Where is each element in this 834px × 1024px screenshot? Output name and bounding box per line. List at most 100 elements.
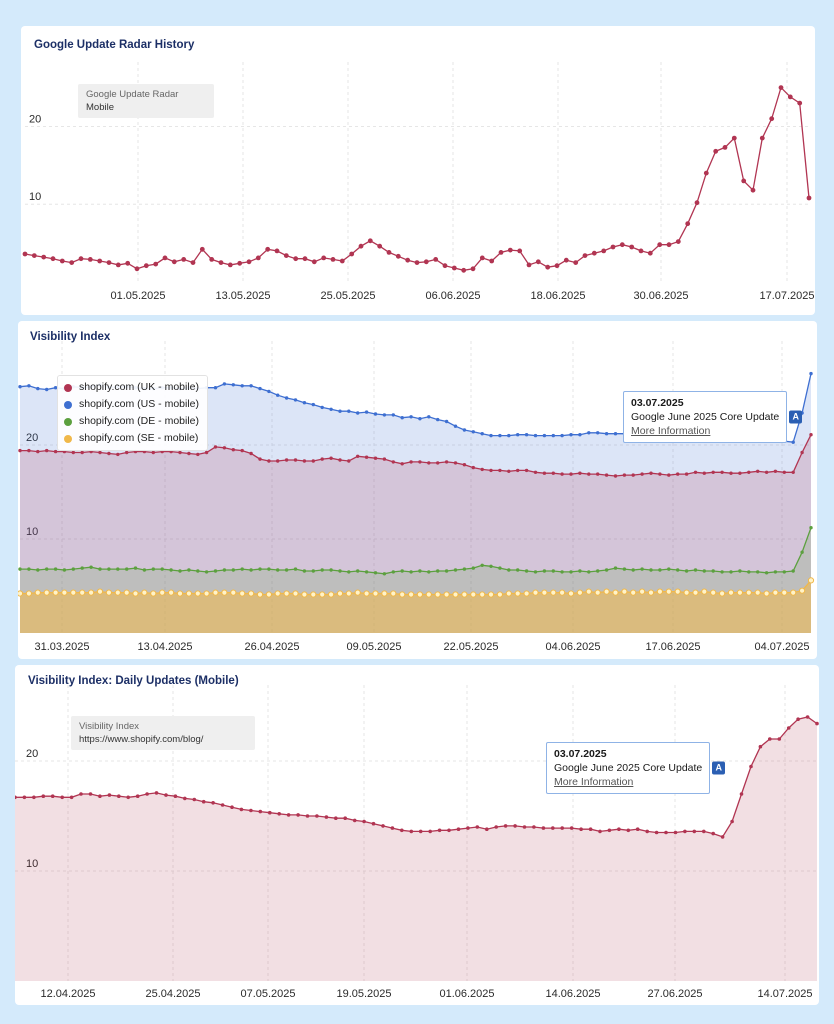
data-point[interactable]	[436, 569, 440, 573]
data-point[interactable]	[134, 266, 140, 272]
data-point[interactable]	[36, 386, 40, 391]
data-point[interactable]	[738, 569, 742, 573]
data-point[interactable]	[27, 567, 31, 571]
data-point[interactable]	[535, 259, 541, 265]
data-point[interactable]	[87, 257, 93, 262]
data-point[interactable]	[69, 260, 75, 265]
data-point[interactable]	[192, 797, 197, 802]
data-point[interactable]	[203, 590, 210, 597]
data-point[interactable]	[782, 570, 786, 574]
data-point[interactable]	[53, 567, 58, 571]
data-point[interactable]	[563, 257, 569, 263]
data-point[interactable]	[400, 462, 404, 466]
data-point[interactable]	[480, 563, 484, 567]
daily-updates-chart[interactable]: 10 20 12.04.2025 25.04.2025 07.05.2025 19.05.…	[15, 665, 819, 1005]
data-point[interactable]	[456, 827, 461, 831]
data-point[interactable]	[573, 260, 579, 265]
data-point[interactable]	[151, 450, 155, 455]
data-point[interactable]	[747, 470, 751, 474]
visibility-index-chart[interactable]: 10 20 31.03.2025 13.04.2025 26.04.2025 09.05.…	[18, 321, 817, 659]
data-point[interactable]	[711, 470, 715, 474]
data-point[interactable]	[239, 590, 246, 597]
data-point[interactable]	[301, 591, 308, 598]
data-point[interactable]	[790, 589, 797, 596]
data-point[interactable]	[683, 829, 687, 834]
data-point[interactable]	[400, 828, 404, 833]
data-point[interactable]	[79, 792, 83, 796]
data-point[interactable]	[433, 257, 439, 262]
data-point[interactable]	[32, 795, 36, 800]
data-point[interactable]	[797, 100, 803, 106]
data-point[interactable]	[116, 567, 120, 571]
data-point[interactable]	[276, 459, 280, 463]
data-point[interactable]	[176, 590, 184, 597]
data-point[interactable]	[667, 567, 671, 571]
data-point[interactable]	[444, 460, 449, 464]
data-point[interactable]	[554, 263, 560, 269]
data-point[interactable]	[284, 458, 289, 462]
data-point[interactable]	[541, 826, 546, 830]
data-point[interactable]	[587, 431, 591, 435]
data-point[interactable]	[315, 814, 319, 818]
data-point[interactable]	[267, 389, 271, 394]
data-point[interactable]	[196, 452, 200, 457]
data-point[interactable]	[758, 744, 763, 749]
data-point[interactable]	[809, 433, 813, 437]
data-point[interactable]	[320, 568, 324, 572]
data-point[interactable]	[480, 467, 484, 472]
data-point[interactable]	[796, 717, 800, 721]
data-point[interactable]	[569, 433, 573, 437]
data-point[interactable]	[622, 473, 627, 477]
data-point[interactable]	[702, 829, 706, 834]
data-point[interactable]	[328, 591, 335, 598]
data-point[interactable]	[809, 526, 813, 530]
data-point[interactable]	[741, 178, 747, 184]
data-point[interactable]	[418, 829, 423, 834]
data-point[interactable]	[249, 451, 253, 456]
data-point[interactable]	[96, 588, 104, 595]
data-point[interactable]	[596, 472, 600, 476]
data-point[interactable]	[631, 473, 635, 477]
data-point[interactable]	[425, 591, 432, 598]
data-point[interactable]	[249, 568, 253, 572]
data-point[interactable]	[692, 589, 699, 596]
data-point[interactable]	[178, 450, 182, 455]
data-point[interactable]	[27, 448, 31, 453]
data-point[interactable]	[220, 803, 225, 807]
data-point[interactable]	[729, 570, 733, 574]
data-point[interactable]	[613, 432, 618, 436]
data-point[interactable]	[603, 588, 610, 595]
data-point[interactable]	[240, 384, 244, 388]
data-point[interactable]	[461, 267, 467, 273]
data-point[interactable]	[391, 570, 395, 574]
data-point[interactable]	[231, 568, 235, 572]
data-point[interactable]	[462, 428, 467, 432]
data-point[interactable]	[382, 572, 387, 576]
data-point[interactable]	[480, 432, 484, 436]
data-point[interactable]	[80, 566, 84, 570]
data-point[interactable]	[773, 570, 778, 574]
data-point[interactable]	[585, 588, 592, 595]
data-point[interactable]	[59, 258, 65, 264]
data-point[interactable]	[551, 471, 555, 475]
data-point[interactable]	[45, 567, 49, 571]
data-point[interactable]	[199, 246, 205, 252]
data-point[interactable]	[749, 764, 753, 769]
data-point[interactable]	[71, 450, 75, 455]
data-point[interactable]	[211, 801, 215, 805]
data-point[interactable]	[381, 590, 388, 597]
data-point[interactable]	[248, 590, 255, 597]
data-point[interactable]	[354, 589, 361, 596]
data-point[interactable]	[560, 570, 564, 574]
data-point[interactable]	[204, 450, 209, 455]
data-point[interactable]	[45, 448, 49, 453]
data-point[interactable]	[657, 242, 663, 248]
data-point[interactable]	[293, 567, 298, 571]
data-point[interactable]	[684, 569, 689, 573]
data-point[interactable]	[330, 257, 336, 262]
data-point[interactable]	[114, 589, 121, 596]
data-point[interactable]	[791, 470, 795, 474]
data-point[interactable]	[773, 469, 778, 473]
data-point[interactable]	[702, 569, 706, 573]
data-point[interactable]	[489, 468, 493, 473]
